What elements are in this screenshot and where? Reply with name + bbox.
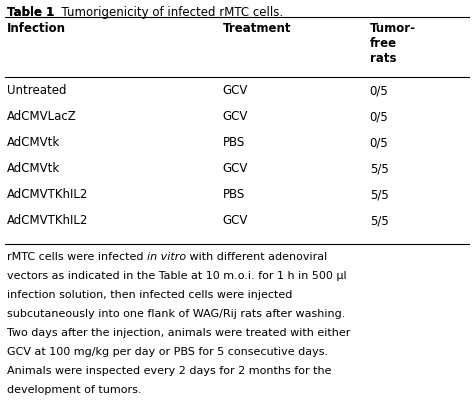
Text: 5/5: 5/5 [370,188,389,200]
Text: GCV: GCV [223,84,248,97]
Text: PBS: PBS [223,136,245,149]
Text: infection solution, then infected cells were injected: infection solution, then infected cells … [7,289,292,299]
Text: AdCMVTKhIL2: AdCMVTKhIL2 [7,188,89,200]
Text: 0/5: 0/5 [370,84,389,97]
Text: rMTC cells were infected: rMTC cells were infected [7,252,147,261]
Text: Tumorigenicity of infected rMTC cells.: Tumorigenicity of infected rMTC cells. [55,6,283,19]
Text: GCV: GCV [223,162,248,175]
Text: PBS: PBS [223,188,245,200]
Text: 5/5: 5/5 [370,213,389,226]
Text: with different adenoviral: with different adenoviral [186,252,328,261]
Text: Tumor-
free
rats: Tumor- free rats [370,22,416,65]
Text: 0/5: 0/5 [370,110,389,123]
Text: AdCMVtk: AdCMVtk [7,136,60,149]
Text: Table 1: Table 1 [7,6,55,19]
Text: Table 1: Table 1 [7,6,55,19]
Text: Treatment: Treatment [223,22,292,35]
Text: AdCMVLacZ: AdCMVLacZ [7,110,77,123]
Text: AdCMVtk: AdCMVtk [7,162,60,175]
Text: Two days after the injection, animals were treated with either: Two days after the injection, animals we… [7,327,350,337]
Text: 0/5: 0/5 [370,136,389,149]
Text: Animals were inspected every 2 days for 2 months for the: Animals were inspected every 2 days for … [7,365,332,375]
Text: in vitro: in vitro [147,252,186,261]
Text: 5/5: 5/5 [370,162,389,175]
Text: AdCMVTKhIL2: AdCMVTKhIL2 [7,213,89,226]
Text: GCV: GCV [223,213,248,226]
Text: Infection: Infection [7,22,66,35]
Text: Untreated: Untreated [7,84,67,97]
Text: GCV: GCV [223,110,248,123]
Text: vectors as indicated in the Table at 10 m.o.i. for 1 h in 500 μl: vectors as indicated in the Table at 10 … [7,270,347,280]
Text: GCV at 100 mg/kg per day or PBS for 5 consecutive days.: GCV at 100 mg/kg per day or PBS for 5 co… [7,346,328,356]
Text: development of tumors.: development of tumors. [7,384,142,394]
Text: subcutaneously into one flank of WAG/Rij rats after washing.: subcutaneously into one flank of WAG/Rij… [7,308,346,318]
